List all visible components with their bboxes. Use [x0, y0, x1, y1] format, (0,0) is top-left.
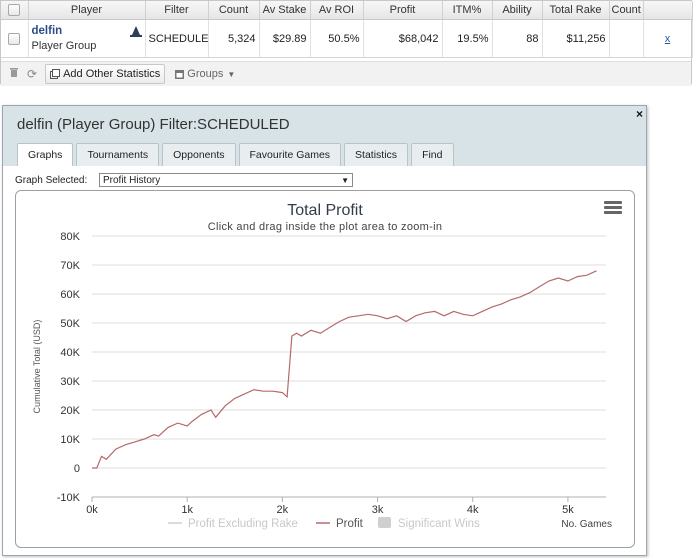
remove-row-link[interactable]: x	[664, 32, 671, 45]
refresh-icon[interactable]: ⟳	[27, 67, 38, 81]
row-checkbox[interactable]	[1, 19, 29, 58]
player-type: Player Group	[31, 40, 97, 52]
legend-significant-wins-marker	[378, 517, 391, 528]
table-row[interactable]: delfin Player Group SCHEDULED 5,324 $29.…	[1, 19, 693, 58]
chevron-down-icon: ▼	[341, 176, 349, 185]
profit-cell: $68,042	[363, 19, 443, 58]
groups-label: Groups	[187, 68, 224, 80]
graph-select[interactable]: Profit History ▼	[99, 173, 353, 187]
total-rake-cell: $11,256	[542, 19, 610, 58]
dialog-body: Graph Selected: Profit History ▼ Total P…	[3, 166, 646, 555]
legend-profit: Profit	[336, 518, 364, 530]
tab-tournaments[interactable]: Tournaments	[76, 143, 160, 166]
dialog-title: delfin (Player Group) Filter:SCHEDULED	[17, 116, 290, 133]
col-header-actions	[643, 1, 693, 20]
profit-chart[interactable]: Total Profit Click and drag inside the pl…	[15, 190, 635, 548]
col-header-filter[interactable]: Filter	[145, 1, 209, 20]
col-header-ability[interactable]: Ability	[492, 1, 543, 20]
player-stats-grid: Player Filter Count Av Stake Av ROI Prof…	[0, 0, 693, 86]
y-tick-label: 40K	[60, 347, 80, 359]
col-header-av-roi[interactable]: Av ROI	[310, 1, 364, 20]
tab-favourite-games[interactable]: Favourite Games	[238, 143, 342, 166]
filter-cell: SCHEDULED	[145, 19, 209, 58]
graph-select-value: Profit History	[103, 175, 161, 186]
y-tick-label: -10K	[57, 492, 81, 504]
close-icon[interactable]: ×	[635, 107, 643, 121]
y-tick-label: 60K	[60, 289, 80, 301]
legend-profit-excluding-rake: Profit Excluding Rake	[188, 518, 298, 530]
player-cell[interactable]: delfin Player Group	[28, 19, 146, 58]
itm-cell: 19.5%	[442, 19, 493, 58]
remove-cell: x	[643, 19, 693, 58]
col-header-count-2[interactable]: Count	[609, 1, 644, 20]
grid-toolbar: ⟳ Add Other Statistics Groups ▼	[1, 61, 691, 86]
player-details-dialog: delfin (Player Group) Filter:SCHEDULED ×…	[2, 105, 647, 556]
av-stake-cell: $29.89	[259, 19, 311, 58]
col-header-av-stake[interactable]: Av Stake	[259, 1, 311, 20]
stats-table: Player Filter Count Av Stake Av ROI Prof…	[1, 1, 693, 58]
add-other-statistics-button[interactable]: Add Other Statistics	[45, 64, 166, 84]
table-header-row: Player Filter Count Av Stake Av ROI Prof…	[1, 1, 693, 20]
col-header-count[interactable]: Count	[208, 1, 260, 20]
col-header-itm[interactable]: ITM%	[442, 1, 493, 20]
tab-opponents[interactable]: Opponents	[162, 143, 236, 166]
groups-dropdown[interactable]: Groups ▼	[175, 68, 235, 80]
col-header-total-rake[interactable]: Total Rake	[542, 1, 610, 20]
profit-chart-svg[interactable]: Total Profit Click and drag inside the pl…	[16, 191, 634, 547]
profit-series-line	[92, 270, 597, 469]
x-tick-label: 2k	[277, 504, 289, 516]
select-all-checkbox[interactable]	[1, 1, 29, 20]
player-name[interactable]: delfin	[31, 25, 63, 37]
y-tick-label: 10K	[60, 434, 80, 446]
x-axis-label: No. Games	[561, 519, 612, 530]
y-tick-label: 80K	[60, 231, 80, 243]
av-roi-cell: 50.5%	[310, 19, 364, 58]
chart-menu-icon[interactable]	[604, 201, 622, 215]
graph-selected-label: Graph Selected:	[15, 175, 88, 186]
tab-find[interactable]: Find	[411, 143, 454, 166]
chart-title: Total Profit	[287, 202, 363, 219]
col-header-player[interactable]: Player	[28, 1, 146, 20]
add-stats-label: Add Other Statistics	[63, 68, 161, 80]
legend-significant-wins: Significant Wins	[398, 518, 480, 530]
y-tick-label: 50K	[60, 318, 80, 330]
count-cell: 5,324	[208, 19, 260, 58]
y-tick-label: 0	[74, 463, 80, 475]
trash-icon[interactable]	[9, 67, 19, 81]
x-tick-label: 0k	[86, 504, 98, 516]
x-tick-label: 5k	[562, 504, 574, 516]
x-tick-label: 1k	[181, 504, 193, 516]
chart-subtitle: Click and drag inside the plot area to z…	[208, 221, 443, 233]
tab-statistics[interactable]: Statistics	[344, 143, 409, 166]
x-tick-label: 4k	[467, 504, 479, 516]
groups-icon	[175, 69, 185, 79]
x-tick-label: 3k	[372, 504, 384, 516]
y-tick-label: 70K	[60, 260, 80, 272]
add-stats-icon	[50, 69, 61, 79]
chevron-down-icon: ▼	[227, 69, 236, 79]
y-tick-label: 20K	[60, 405, 80, 417]
player-group-icon	[129, 26, 142, 37]
tab-graphs[interactable]: Graphs	[17, 143, 74, 167]
y-tick-label: 30K	[60, 376, 80, 388]
ability-cell: 88	[492, 19, 543, 58]
dialog-tabs: Graphs Tournaments Opponents Favourite G…	[17, 143, 457, 167]
col-header-profit[interactable]: Profit	[363, 1, 443, 20]
y-axis-label: Cumulative Total (USD)	[32, 320, 42, 414]
count-2-cell	[609, 19, 644, 58]
